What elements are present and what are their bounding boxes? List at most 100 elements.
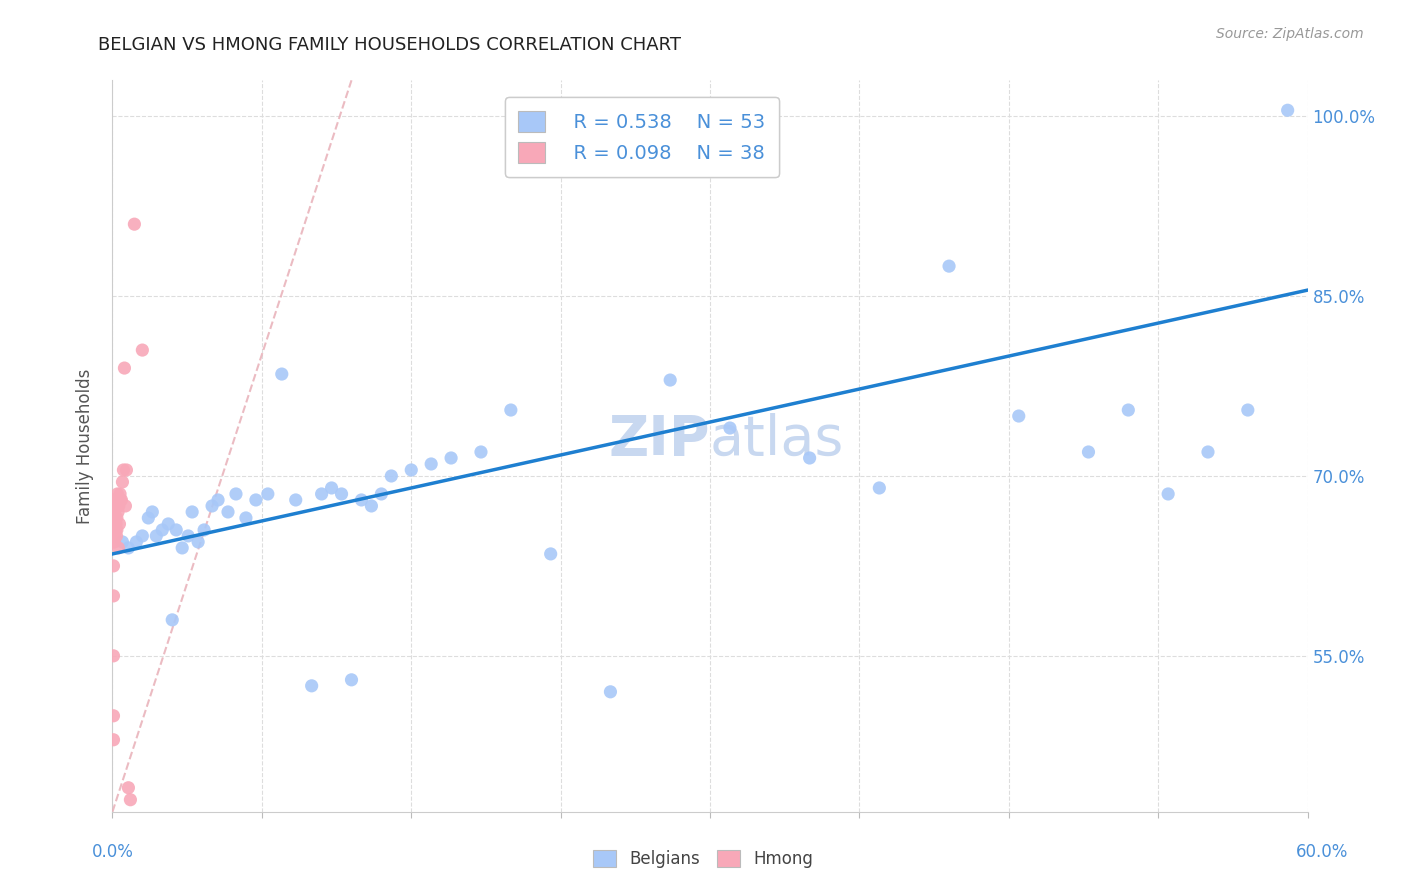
Point: [187, 535, 209, 549]
Point: [103, 558, 125, 573]
Point: [350, 492, 373, 507]
Point: [330, 487, 353, 501]
Point: [301, 679, 323, 693]
Point: [103, 499, 125, 513]
Y-axis label: Family Households: Family Households: [76, 368, 94, 524]
Text: atlas: atlas: [710, 413, 845, 467]
Point: [108, 499, 131, 513]
Point: [104, 523, 127, 537]
Point: [117, 780, 139, 795]
Point: [103, 589, 125, 603]
Point: [1157, 487, 1180, 501]
Point: [112, 463, 135, 477]
Point: [103, 529, 125, 543]
Point: [370, 487, 392, 501]
Point: [181, 505, 204, 519]
Point: [257, 487, 280, 501]
Point: [659, 373, 682, 387]
Point: [235, 511, 257, 525]
Point: [103, 648, 125, 663]
Point: [111, 475, 134, 489]
Point: [103, 708, 125, 723]
Point: [110, 492, 132, 507]
Point: [321, 481, 343, 495]
Text: 60.0%: 60.0%: [1295, 843, 1348, 861]
Point: [105, 499, 128, 513]
Point: [165, 523, 187, 537]
Point: [1008, 409, 1031, 423]
Point: [103, 505, 125, 519]
Point: [177, 529, 200, 543]
Point: [172, 541, 194, 555]
Point: [284, 492, 307, 507]
Point: [420, 457, 443, 471]
Point: [145, 529, 167, 543]
Point: [225, 487, 247, 501]
Point: [104, 511, 127, 525]
Point: [157, 516, 180, 531]
Point: [193, 523, 215, 537]
Point: [105, 529, 128, 543]
Point: [868, 481, 890, 495]
Point: [103, 535, 125, 549]
Point: [103, 516, 125, 531]
Point: [111, 535, 134, 549]
Point: [107, 541, 129, 555]
Point: [938, 259, 960, 273]
Point: [108, 487, 131, 501]
Point: [207, 492, 229, 507]
Text: ZIP: ZIP: [609, 413, 710, 467]
Legend: Belgians, Hmong: Belgians, Hmong: [586, 843, 820, 875]
Point: [360, 499, 382, 513]
Point: [245, 492, 267, 507]
Point: [131, 529, 153, 543]
Point: [799, 450, 821, 465]
Point: [401, 463, 423, 477]
Point: [105, 511, 128, 525]
Point: [103, 732, 125, 747]
Point: [217, 505, 239, 519]
Point: [105, 523, 128, 537]
Point: [125, 535, 148, 549]
Point: [1197, 445, 1219, 459]
Point: [105, 492, 128, 507]
Point: [1237, 403, 1260, 417]
Point: [201, 499, 224, 513]
Text: BELGIAN VS HMONG FAMILY HOUSEHOLDS CORRELATION CHART: BELGIAN VS HMONG FAMILY HOUSEHOLDS CORRE…: [98, 36, 682, 54]
Point: [107, 487, 129, 501]
Point: [1277, 103, 1299, 118]
Point: [470, 445, 492, 459]
Point: [311, 487, 333, 501]
Point: [141, 505, 163, 519]
Point: [110, 492, 132, 507]
Point: [1118, 403, 1140, 417]
Point: [114, 361, 135, 376]
Point: [599, 685, 621, 699]
Point: [105, 516, 128, 531]
Point: [718, 421, 741, 435]
Point: [340, 673, 363, 687]
Point: [131, 343, 153, 357]
Point: [499, 403, 522, 417]
Legend:   R = 0.538    N = 53,   R = 0.098    N = 38: R = 0.538 N = 53, R = 0.098 N = 38: [505, 97, 779, 177]
Point: [103, 505, 125, 519]
Point: [150, 523, 173, 537]
Point: [120, 793, 142, 807]
Point: [162, 613, 183, 627]
Point: [117, 541, 139, 555]
Point: [380, 469, 402, 483]
Text: 0.0%: 0.0%: [91, 843, 134, 861]
Point: [138, 511, 160, 525]
Point: [108, 516, 131, 531]
Point: [107, 505, 129, 519]
Point: [124, 217, 146, 231]
Point: [115, 463, 138, 477]
Point: [270, 367, 292, 381]
Point: [103, 535, 125, 549]
Text: Source: ZipAtlas.com: Source: ZipAtlas.com: [1216, 27, 1364, 41]
Point: [440, 450, 463, 465]
Point: [1077, 445, 1099, 459]
Point: [540, 547, 562, 561]
Point: [114, 499, 136, 513]
Point: [103, 492, 125, 507]
